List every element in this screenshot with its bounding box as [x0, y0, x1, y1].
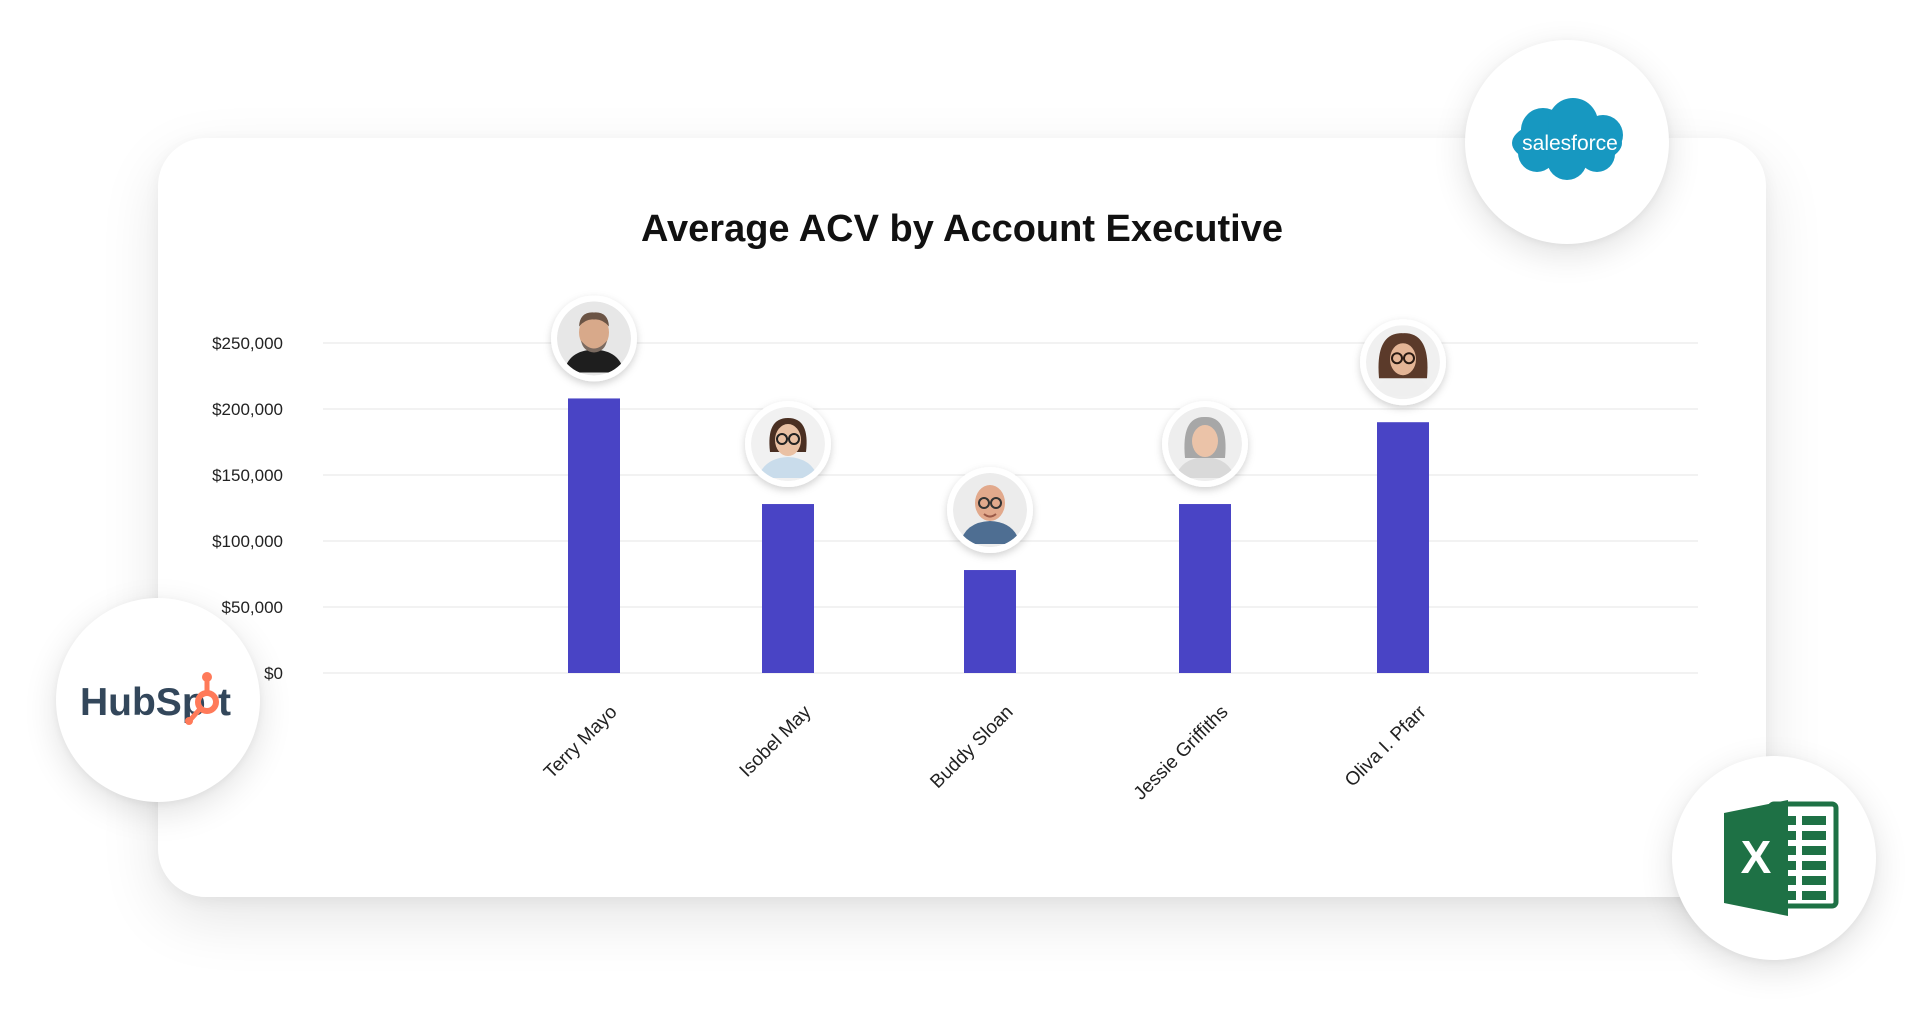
y-tick-label: $250,000 [212, 334, 283, 353]
hubspot-sprocket-icon [185, 672, 219, 725]
avatar-woman-gray-hair-icon [1162, 401, 1248, 488]
hubspot-label-end: t [218, 681, 231, 724]
svg-text:HubSp: HubSp [80, 681, 206, 724]
x-tick-label: Terry Mayo [540, 702, 621, 783]
salesforce-badge[interactable]: salesforce [1465, 40, 1669, 244]
hubspot-label-start: HubSp [80, 681, 206, 724]
excel-badge[interactable]: X [1672, 756, 1876, 960]
x-tick-label: Isobel May [736, 701, 816, 781]
x-tick-label: Jessie Griffiths [1130, 702, 1233, 805]
avatar-man-bald-glasses-icon [947, 467, 1033, 554]
bar[interactable] [964, 570, 1016, 673]
avatar-woman-curly-hair-icon [1360, 319, 1446, 406]
y-tick-label: $0 [264, 664, 283, 683]
x-tick-label: Oliva I. Pfarr [1341, 701, 1431, 791]
chart-card: Average ACV by Account Executive $0 $50,0… [158, 138, 1766, 897]
y-tick-label: $50,000 [222, 598, 283, 617]
bar-chart: $0 $50,000 $100,000 $150,000 $200,000 $250,00… [212, 295, 1698, 805]
y-tick-label: $150,000 [212, 466, 283, 485]
svg-text:t: t [218, 681, 231, 724]
avatar-man-beard-icon [551, 295, 637, 382]
excel-logo-icon: X [1724, 800, 1839, 916]
bar[interactable] [1377, 422, 1429, 673]
excel-label: X [1741, 831, 1772, 883]
bar[interactable] [568, 398, 620, 673]
salesforce-logo-icon: salesforce [1512, 98, 1623, 180]
x-tick-label: Buddy Sloan [926, 702, 1017, 793]
salesforce-label: salesforce [1522, 132, 1618, 155]
bar[interactable] [762, 504, 814, 673]
avatar-woman-glasses-icon [745, 401, 831, 488]
y-tick-label: $100,000 [212, 532, 283, 551]
hubspot-logo-icon: HubSp t [80, 672, 231, 725]
y-tick-label: $200,000 [212, 400, 283, 419]
hubspot-badge[interactable]: HubSp t [56, 598, 260, 802]
bar[interactable] [1179, 504, 1231, 673]
chart-title: Average ACV by Account Executive [641, 208, 1283, 250]
